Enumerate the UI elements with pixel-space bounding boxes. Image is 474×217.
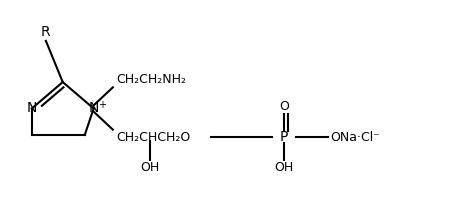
Text: ONa·Cl⁻: ONa·Cl⁻ (330, 131, 380, 143)
Text: O: O (279, 100, 289, 113)
Text: R: R (41, 25, 51, 39)
Text: CH₂CH₂NH₂: CH₂CH₂NH₂ (117, 74, 187, 86)
Text: P: P (280, 130, 288, 144)
Text: N: N (27, 102, 37, 115)
Text: N: N (89, 102, 99, 115)
Text: CH₂CHCH₂O: CH₂CHCH₂O (117, 131, 191, 143)
Text: +: + (98, 100, 106, 110)
Text: OH: OH (274, 161, 293, 174)
Text: OH: OH (141, 161, 160, 174)
